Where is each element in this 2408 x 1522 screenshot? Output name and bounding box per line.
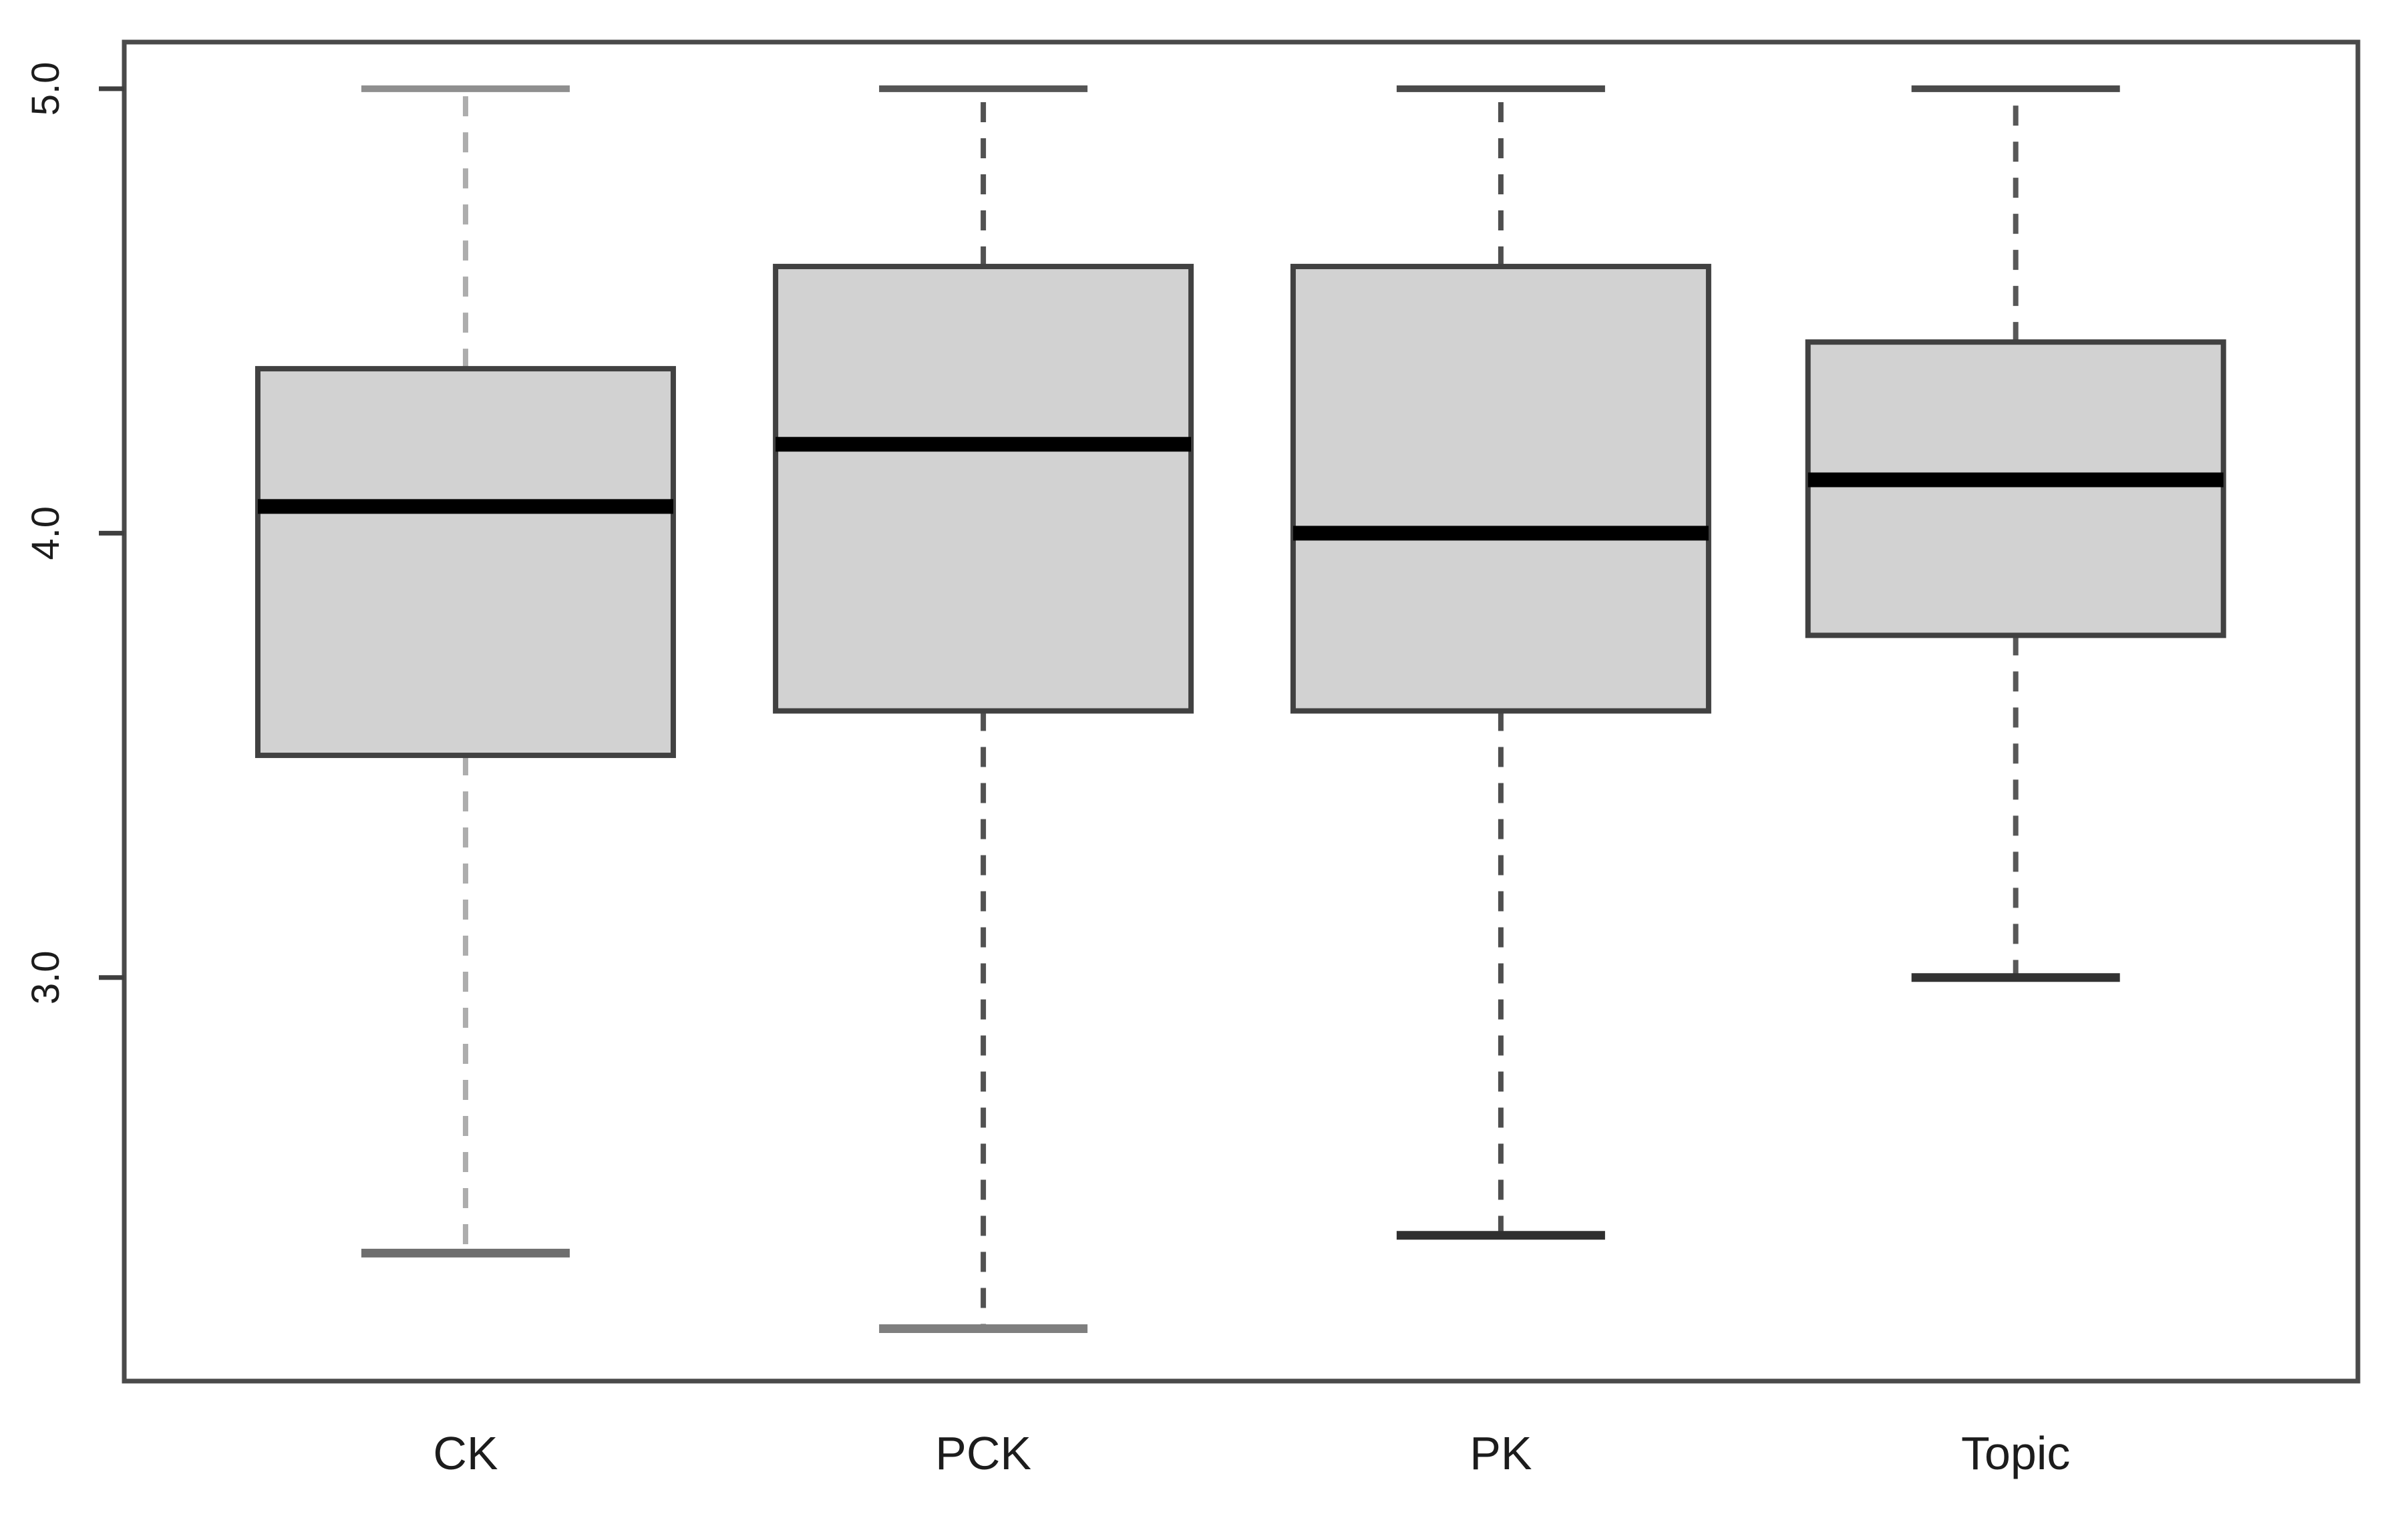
x-axis-label-pk: PK xyxy=(1470,1427,1532,1479)
iqr-box-ck xyxy=(254,366,676,759)
x-axis-label-topic: Topic xyxy=(1961,1427,2070,1479)
y-axis-tick-label-3.0: 3.0 xyxy=(24,950,67,1004)
iqr-box-pck xyxy=(773,264,1194,714)
y-axis-tick-label-4.0: 4.0 xyxy=(24,506,67,560)
iqr-box-topic xyxy=(1805,339,2226,638)
y-axis-tick-label-5.0: 5.0 xyxy=(24,62,67,116)
iqr-box-pk xyxy=(1290,264,1711,714)
plot-border xyxy=(122,39,2361,1384)
x-axis-label-pck: PCK xyxy=(935,1427,1031,1479)
x-axis-label-ck: CK xyxy=(433,1427,498,1479)
